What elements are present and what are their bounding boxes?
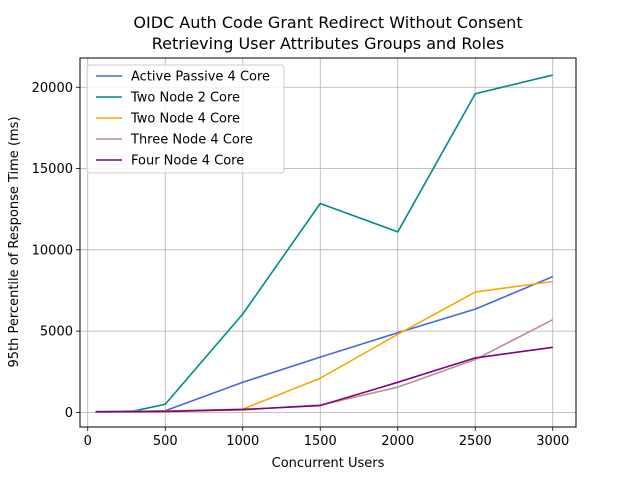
y-tick-label: 0: [65, 406, 73, 421]
y-tick-label: 20000: [32, 81, 73, 96]
legend-label-2: Two Node 2 Core: [130, 91, 240, 106]
y-tick-label: 15000: [32, 162, 73, 177]
plot-frame: [79, 57, 577, 428]
x-tick-label: 1500: [304, 434, 337, 449]
legend-label-4: Three Node 4 Core: [130, 133, 253, 148]
x-tick-label: 2500: [459, 434, 492, 449]
x-tick-label: 1000: [226, 434, 259, 449]
legend-label-5: Four Node 4 Core: [131, 154, 244, 169]
x-tick-label: 3000: [536, 434, 569, 449]
legend-label-1: Active Passive 4 Core: [131, 70, 270, 85]
x-axis-label: Concurrent Users: [272, 456, 385, 471]
chart-title-line-2: Retrieving User Attributes Groups and Ro…: [152, 34, 504, 53]
y-axis-label: 95th Percentile of Response Time (ms): [7, 116, 22, 367]
legend-label-3: Two Node 4 Core: [130, 112, 240, 127]
series-line-5: [95, 346, 553, 413]
y-tick-label: 10000: [32, 243, 73, 258]
y-tick-label: 5000: [40, 325, 73, 340]
legend: Active Passive 4 Core Two Node 2 Core Two …: [86, 64, 285, 174]
chart-title-line-1: OIDC Auth Code Grant Redirect Without Co…: [133, 13, 522, 32]
x-tick-label: 500: [153, 434, 178, 449]
legend-box: [86, 64, 285, 174]
x-tick-label: 0: [84, 434, 92, 449]
axis-ticks: 0 500 1000 1500 2000 2500 3000 0 5000 10000 15000 2…: [32, 81, 570, 449]
series-lines: [95, 74, 554, 413]
x-tick-label: 2000: [381, 434, 414, 449]
